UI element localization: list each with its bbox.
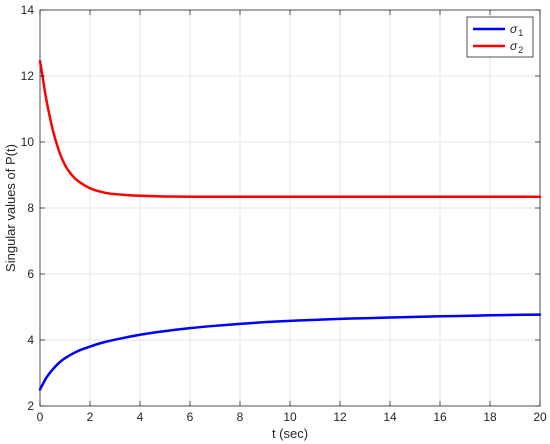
x-axis-label: t (sec) [272,426,308,441]
x-tick-label: 6 [187,410,194,424]
series-line-1 [38,313,542,391]
series-group [38,59,542,391]
y-tick-label: 8 [27,201,34,215]
y-axis-label: Singular values of P(t) [3,144,18,272]
x-tick-label: 2 [87,410,94,424]
grid-lines [40,10,540,406]
y-tick-label: 14 [21,3,35,17]
x-tick-label: 18 [483,410,497,424]
y-tick-label: 10 [21,135,35,149]
series-line-2 [38,59,542,199]
y-tick-label: 6 [27,267,34,281]
x-tick-label: 0 [37,410,44,424]
x-tick-label: 10 [283,410,297,424]
y-tick-label: 12 [21,69,35,83]
x-tick-label: 16 [433,410,447,424]
legend-label-1: σ1 [510,22,523,38]
x-tick-label: 14 [383,410,397,424]
y-tick-label: 4 [27,333,34,347]
x-tick-label: 4 [137,410,144,424]
legend-label-2: σ2 [510,39,523,55]
y-tick-label: 2 [27,399,34,413]
x-tick-label: 12 [333,410,347,424]
x-tick-label: 20 [533,410,547,424]
x-tick-label: 8 [237,410,244,424]
legend-box [466,16,534,58]
